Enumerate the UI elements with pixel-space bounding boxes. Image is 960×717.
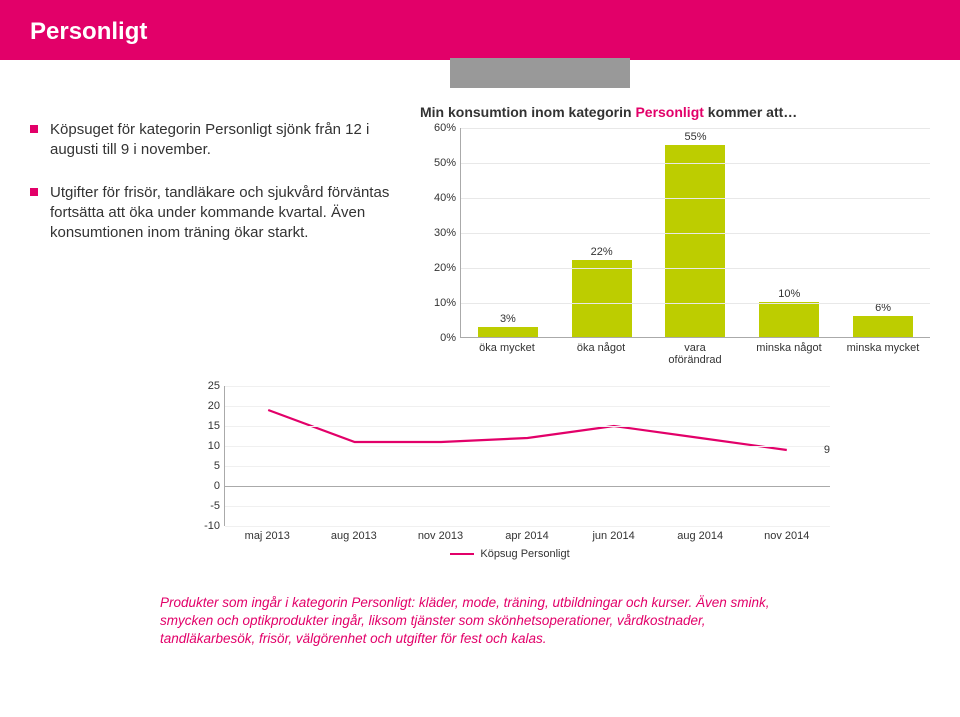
bullet-text: Utgifter för frisör, tandläkare och sjuk…	[50, 183, 400, 244]
bullet-item: Köpsuget för kategorin Personligt sjönk …	[30, 120, 400, 161]
bar-value-label: 10%	[778, 288, 800, 300]
line-grid-line	[225, 506, 830, 507]
line-grid-line	[225, 526, 830, 527]
content: Köpsuget för kategorin Personligt sjönk …	[0, 88, 960, 570]
line-grid-line	[225, 446, 830, 447]
bar-y-axis: 60%50%40%30%20%10%0%	[420, 128, 460, 338]
y-tick: 20%	[434, 262, 456, 274]
line-y-tick: 10	[208, 440, 220, 452]
bar-chart: Min konsumtion inom kategorin Personligt…	[420, 104, 930, 366]
bar	[665, 145, 725, 338]
bar-x-label: vara oförändrad	[657, 342, 732, 366]
line-y-tick: 15	[208, 420, 220, 432]
y-tick: 60%	[434, 122, 456, 134]
bar-value-label: 3%	[500, 313, 516, 325]
title-prefix: Min konsumtion inom kategorin	[420, 104, 635, 120]
line-y-tick: 20	[208, 400, 220, 412]
y-tick: 40%	[434, 192, 456, 204]
bullet-marker	[30, 188, 38, 196]
grid-line	[461, 163, 930, 164]
line-grid-line	[225, 406, 830, 407]
line-y-tick: 5	[214, 460, 220, 472]
line-x-label: nov 2013	[397, 530, 484, 542]
line-chart-body: 2520151050-5-10 9	[190, 386, 830, 526]
y-tick: 30%	[434, 227, 456, 239]
bar-value-label: 22%	[591, 246, 613, 258]
grid-line	[461, 268, 930, 269]
grid-line	[461, 198, 930, 199]
bullet-item: Utgifter för frisör, tandläkare och sjuk…	[30, 183, 400, 244]
bar-column: 22%	[564, 246, 639, 337]
line-y-tick: -5	[210, 500, 220, 512]
bar-value-label: 55%	[684, 131, 706, 143]
bar	[759, 302, 819, 337]
line-x-label: apr 2014	[484, 530, 571, 542]
bar-x-label: öka mycket	[469, 342, 544, 366]
legend-text: Köpsug Personligt	[480, 548, 569, 560]
line-grid-line	[225, 426, 830, 427]
bar-column: 6%	[846, 302, 921, 337]
bullet-marker	[30, 125, 38, 133]
trend-line	[268, 410, 787, 450]
bar-column: 3%	[470, 313, 545, 338]
line-y-tick: 0	[214, 480, 220, 492]
line-y-axis: 2520151050-5-10	[190, 386, 224, 526]
bar-x-label: minska mycket	[845, 342, 920, 366]
line-legend: Köpsug Personligt	[190, 548, 830, 560]
line-chart: 2520151050-5-10 9 maj 2013aug 2013nov 20…	[190, 386, 830, 560]
y-tick: 10%	[434, 297, 456, 309]
line-x-labels: maj 2013aug 2013nov 2013apr 2014jun 2014…	[224, 530, 830, 542]
grid-line	[461, 303, 930, 304]
line-plot: 9	[224, 386, 830, 526]
line-x-label: jun 2014	[570, 530, 657, 542]
y-tick: 50%	[434, 157, 456, 169]
grid-line	[461, 233, 930, 234]
legend-line-sample	[450, 553, 474, 555]
bar-column: 10%	[752, 288, 827, 337]
line-y-tick: 25	[208, 380, 220, 392]
line-x-label: maj 2013	[224, 530, 311, 542]
header-notch	[450, 58, 630, 88]
footnote: Produkter som ingår i kategorin Personli…	[160, 594, 800, 649]
line-grid-line	[225, 386, 830, 387]
slide-header: Personligt	[0, 0, 960, 60]
bar	[853, 316, 913, 337]
y-tick: 0%	[440, 332, 456, 344]
top-row: Köpsuget för kategorin Personligt sjönk …	[30, 104, 930, 366]
title-accent: Personligt	[635, 104, 703, 120]
title-suffix: kommer att…	[704, 104, 797, 120]
grid-line	[461, 128, 930, 129]
bullet-text: Köpsuget för kategorin Personligt sjönk …	[50, 120, 400, 161]
line-x-label: nov 2014	[743, 530, 830, 542]
bar-chart-title: Min konsumtion inom kategorin Personligt…	[420, 104, 930, 120]
bar-x-labels: öka mycket öka något vara oförändrad minska…	[460, 342, 930, 366]
line-grid-line	[225, 466, 830, 467]
bar	[478, 327, 538, 338]
bar	[572, 260, 632, 337]
bar-x-label: öka något	[563, 342, 638, 366]
bar-chart-body: 60%50%40%30%20%10%0% 3%22%55%10%6%	[420, 128, 930, 338]
line-x-label: aug 2013	[311, 530, 398, 542]
line-svg	[225, 386, 830, 526]
bullet-list: Köpsuget för kategorin Personligt sjönk …	[30, 104, 400, 366]
line-end-label: 9	[824, 444, 830, 456]
line-baseline	[225, 486, 830, 487]
slide-title: Personligt	[30, 18, 147, 45]
line-x-label: aug 2014	[657, 530, 744, 542]
bar-x-label: minska något	[751, 342, 826, 366]
line-y-tick: -10	[204, 520, 220, 532]
bar-plot: 3% 22% 55% 10% 6%	[460, 128, 930, 338]
